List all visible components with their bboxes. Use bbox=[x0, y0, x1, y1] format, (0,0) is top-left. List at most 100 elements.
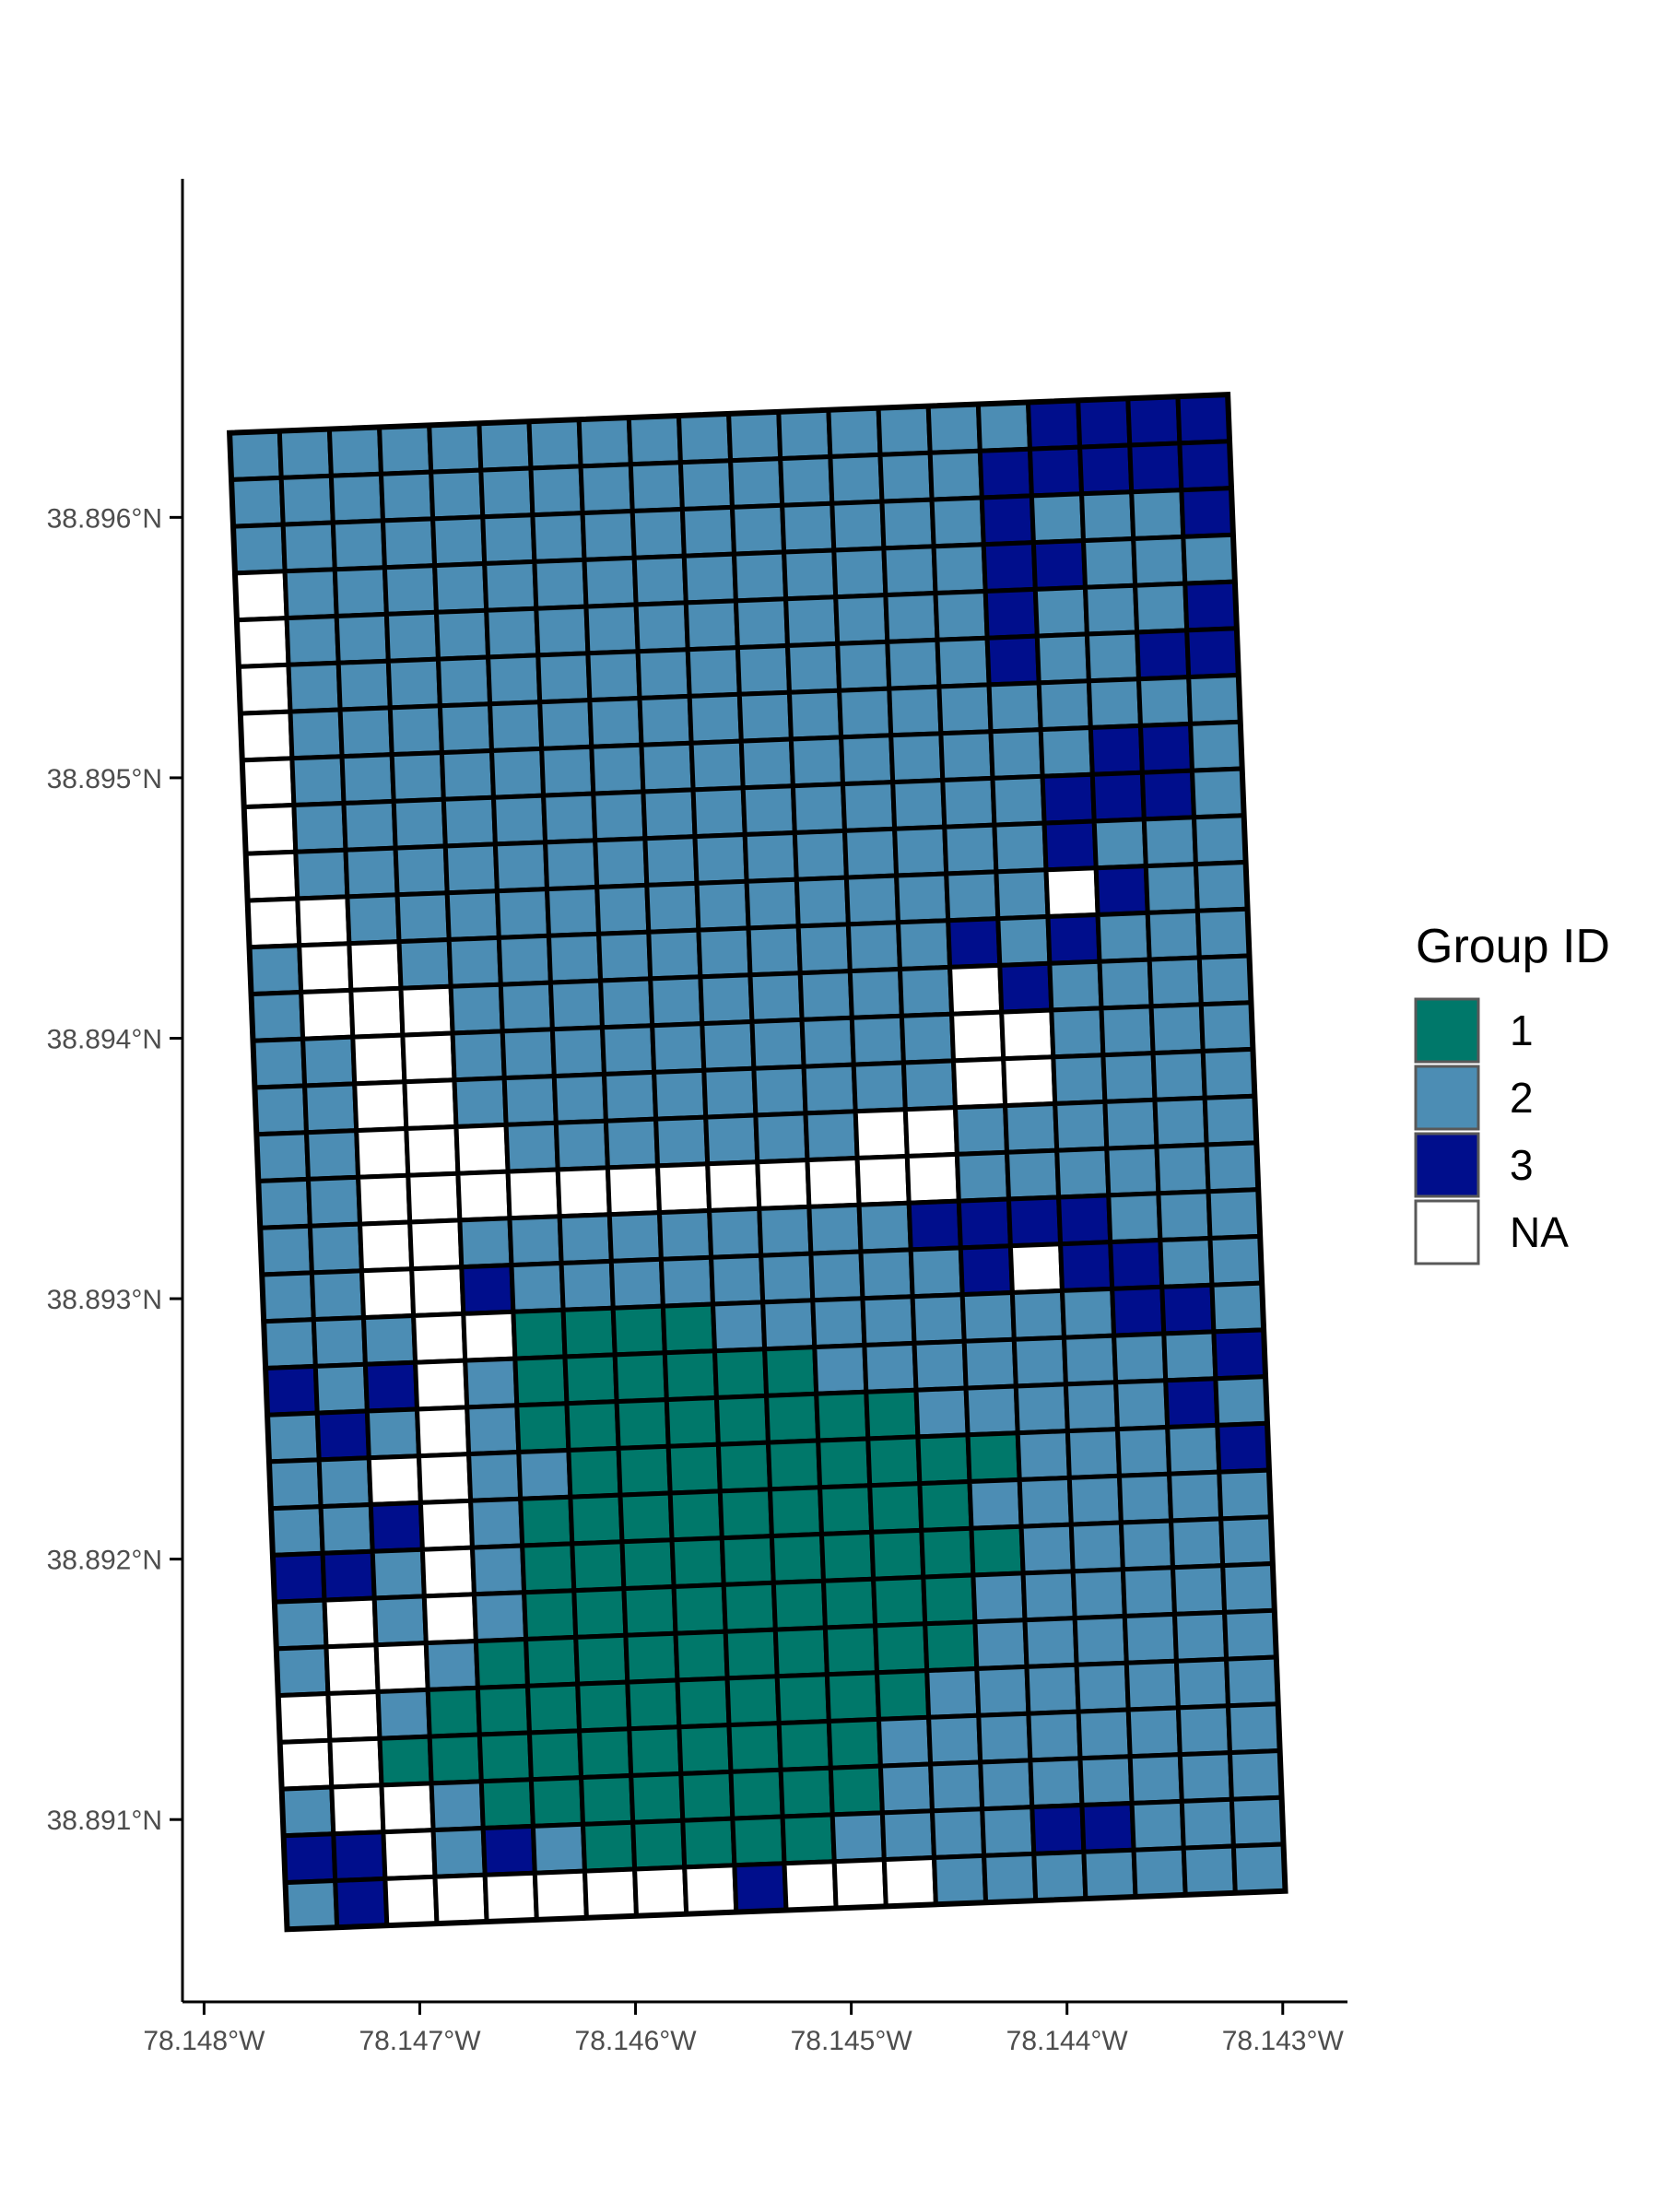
grid-cell bbox=[1145, 908, 1202, 962]
grid-cell bbox=[1018, 1522, 1076, 1576]
grid-cell bbox=[1009, 1288, 1067, 1342]
grid-cell bbox=[1116, 1471, 1174, 1525]
grid-cell bbox=[482, 1870, 539, 1924]
grid-cell bbox=[387, 703, 444, 758]
legend-key-na bbox=[1414, 1199, 1480, 1265]
grid-cell bbox=[524, 1681, 582, 1735]
grid-cell bbox=[1207, 1233, 1265, 1288]
grid-cell bbox=[347, 939, 404, 993]
grid-cell bbox=[227, 429, 284, 483]
grid-cell bbox=[974, 1664, 1031, 1718]
grid-cell bbox=[1182, 579, 1240, 633]
grid-cell bbox=[382, 1874, 440, 1928]
grid-cell bbox=[1110, 1284, 1167, 1338]
grid-cell bbox=[334, 611, 391, 665]
grid-cell bbox=[1184, 626, 1241, 680]
grid-cell bbox=[977, 446, 1034, 500]
grid-cell bbox=[492, 840, 550, 894]
grid-cell bbox=[407, 1218, 465, 1272]
legend-label: 2 bbox=[1510, 1074, 1534, 1122]
grid-cell bbox=[869, 1527, 926, 1582]
grid-cell bbox=[1061, 1333, 1119, 1387]
grid-cell bbox=[919, 1525, 976, 1580]
grid-cell bbox=[877, 1761, 935, 1816]
grid-cell bbox=[710, 1300, 768, 1354]
grid-cell bbox=[352, 1079, 409, 1134]
grid-cell bbox=[530, 1821, 588, 1876]
grid-cell bbox=[799, 1015, 856, 1069]
grid-cell bbox=[325, 1688, 382, 1743]
grid-cell bbox=[411, 1311, 468, 1365]
grid-cell bbox=[1077, 1754, 1135, 1808]
grid-cell bbox=[546, 931, 604, 985]
grid-cell bbox=[820, 1576, 878, 1630]
grid-cell bbox=[427, 1732, 484, 1786]
grid-cell bbox=[1080, 535, 1138, 590]
grid-cell bbox=[755, 1158, 812, 1211]
grid-cell bbox=[818, 1529, 877, 1583]
grid-cell bbox=[270, 1550, 327, 1605]
grid-cell bbox=[656, 1207, 714, 1262]
grid-cell bbox=[669, 1535, 726, 1590]
grid-cell bbox=[949, 1009, 1006, 1064]
grid-cell bbox=[455, 1169, 512, 1223]
grid-cell bbox=[928, 1759, 985, 1814]
grid-cell bbox=[341, 798, 398, 853]
grid-cell bbox=[541, 791, 598, 845]
grid-cell bbox=[1131, 1845, 1188, 1900]
grid-cell bbox=[883, 590, 940, 644]
grid-cell bbox=[915, 1432, 972, 1487]
grid-cell bbox=[490, 793, 548, 847]
grid-cell bbox=[1100, 1051, 1158, 1104]
grid-cell bbox=[1086, 677, 1144, 731]
grid-cell bbox=[1030, 1802, 1087, 1856]
grid-cell bbox=[1053, 1099, 1110, 1153]
grid-cell bbox=[1076, 395, 1133, 450]
grid-cell bbox=[248, 989, 306, 1043]
grid-cell bbox=[232, 569, 289, 623]
grid-cell bbox=[698, 972, 755, 1027]
x-tick-label: 78.146°W bbox=[575, 2026, 698, 2056]
grid-cell bbox=[309, 1268, 367, 1323]
grid-cell bbox=[860, 1294, 917, 1348]
grid-cell bbox=[719, 1534, 776, 1587]
grid-cell bbox=[1070, 1567, 1127, 1621]
grid-cell bbox=[1188, 719, 1245, 773]
grid-cell bbox=[414, 1405, 472, 1459]
grid-cell bbox=[990, 773, 1047, 828]
grid-cell bbox=[717, 1487, 774, 1541]
grid-cell bbox=[967, 1477, 1024, 1531]
grid-cell bbox=[873, 1621, 930, 1676]
grid-cell bbox=[477, 1730, 534, 1784]
grid-cell bbox=[628, 460, 685, 514]
grid-cell bbox=[332, 565, 389, 619]
y-tick-label: 38.892°N bbox=[47, 1546, 162, 1576]
grid-cell bbox=[518, 1494, 575, 1548]
grid-cell bbox=[1177, 1750, 1234, 1804]
grid-cell bbox=[488, 700, 545, 754]
grid-cell bbox=[486, 653, 543, 707]
grid-cell bbox=[526, 417, 583, 471]
grid-cell bbox=[676, 411, 734, 465]
grid-cell bbox=[778, 453, 835, 508]
grid-cell bbox=[965, 1430, 1022, 1485]
grid-cell bbox=[981, 540, 1038, 594]
grid-cell bbox=[1032, 584, 1089, 639]
grid-cell bbox=[1169, 1516, 1226, 1571]
grid-cell bbox=[526, 1728, 584, 1783]
grid-cell bbox=[1152, 1095, 1209, 1149]
grid-cell bbox=[532, 557, 589, 611]
grid-cell bbox=[339, 752, 396, 806]
grid-cell bbox=[776, 1718, 833, 1772]
grid-cell bbox=[582, 1866, 640, 1921]
grid-cell bbox=[629, 1771, 686, 1825]
grid-cells bbox=[227, 392, 1288, 1932]
grid-cell bbox=[480, 1823, 537, 1877]
grid-cell bbox=[950, 1056, 1008, 1111]
grid-cell bbox=[382, 563, 440, 617]
grid-cell bbox=[257, 1223, 314, 1277]
legend-label: NA bbox=[1510, 1208, 1569, 1256]
grid-cell bbox=[432, 560, 489, 615]
grid-cell bbox=[419, 1545, 477, 1599]
grid-cell bbox=[650, 1021, 707, 1075]
